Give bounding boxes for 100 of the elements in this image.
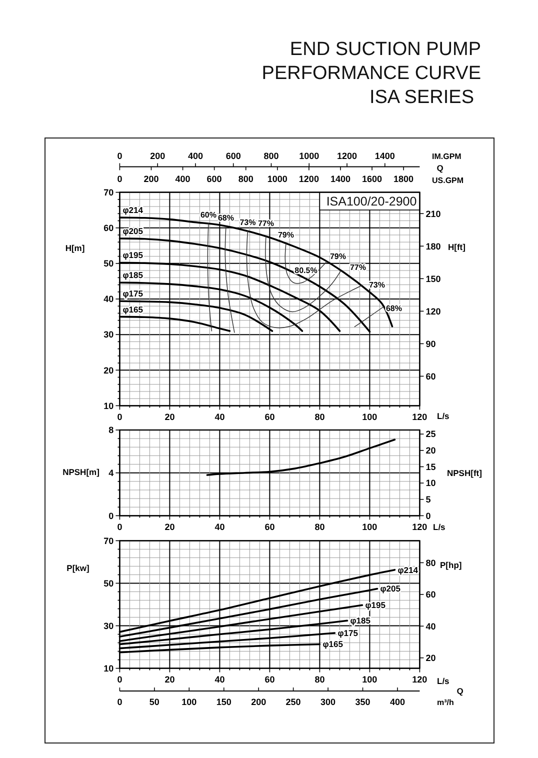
text: 0 — [117, 174, 122, 184]
y-tick-label: 70 — [104, 536, 114, 546]
text: 1200 — [298, 174, 319, 184]
series-label: φ185 — [122, 270, 144, 280]
x2-axis-title: IM.GPM — [432, 152, 462, 161]
x-tick-label: 100 — [362, 522, 378, 532]
x-tick-label: 20 — [164, 522, 175, 532]
text: 1800 — [394, 174, 414, 184]
x-tick-label: 0 — [117, 412, 122, 422]
x-axis-title: L/s — [437, 676, 450, 686]
y2-tick-label: 15 — [426, 462, 436, 472]
text: 800 — [238, 174, 254, 184]
x2-tick-label: 400 — [188, 150, 203, 161]
text: 1600 — [362, 174, 382, 184]
text: 1000 — [267, 174, 288, 184]
series-label: φ175 — [122, 288, 144, 299]
text: 1400 — [330, 174, 350, 184]
x2-tick-label: 400 — [390, 697, 405, 708]
series-label: φ205 — [380, 584, 401, 594]
y-tick-label: 50 — [104, 578, 114, 588]
y2-tick-label: 40 — [426, 621, 436, 632]
chart-title: END SUCTION PUMP PERFORMANCE CURVE — [262, 39, 481, 84]
x2-tick-label: 350 — [355, 697, 370, 708]
x-tick-label: 20 — [164, 412, 175, 422]
y2-tick-label: 10 — [426, 478, 436, 488]
x2-tick-label: 50 — [149, 697, 160, 708]
y-tick-label: 20 — [104, 365, 114, 376]
annotation: 68% — [386, 304, 402, 313]
x-tick-label: 60 — [264, 412, 275, 422]
x-tick-label: 80 — [314, 522, 325, 532]
series-label: φ214 — [122, 205, 144, 216]
y-tick-label: 40 — [104, 294, 114, 304]
series-label: φ165 — [122, 304, 144, 314]
y2-tick-label: 20 — [426, 653, 436, 663]
y-tick-label: 8 — [108, 425, 114, 436]
x-tick-label: 0 — [117, 674, 122, 684]
text: 200 — [144, 174, 159, 184]
series-label: 73% — [240, 218, 256, 228]
y-tick-label: 50 — [104, 258, 114, 269]
y-tick-label: 0 — [108, 510, 114, 521]
line-series — [207, 223, 212, 332]
x2-tick-label: 250 — [286, 697, 301, 708]
annotation: ISA100/20-2900 — [326, 194, 417, 208]
x-tick-label: 100 — [362, 674, 378, 684]
x2-tick-label: 1000 — [299, 150, 320, 161]
x-tick-label: 0 — [117, 522, 122, 532]
x-tick-label: 40 — [214, 674, 225, 684]
text: Q — [456, 686, 464, 696]
y2-tick-label: 5 — [426, 494, 431, 505]
text: Q — [436, 162, 444, 173]
x-tick-label: 80 — [314, 674, 325, 684]
series-label: 79% — [278, 230, 294, 240]
y2-tick-label: 120 — [426, 306, 441, 316]
text: 600 — [206, 174, 222, 184]
y-tick-label: 10 — [104, 663, 114, 674]
text: 400 — [175, 174, 190, 184]
y-tick-label: 60 — [104, 223, 114, 234]
y-axis-title: H[m] — [65, 242, 85, 253]
y2-tick-label: 210 — [426, 208, 441, 219]
y-tick-label: 30 — [104, 620, 114, 631]
line-series — [284, 243, 328, 284]
y2-tick-label: 80 — [426, 558, 436, 568]
y-axis-title: NPSH[m] — [62, 466, 100, 477]
y-axis-title: P[kw] — [66, 562, 90, 573]
x2-tick-label: 1400 — [374, 150, 395, 161]
x2-tick-label: 300 — [320, 697, 336, 708]
x2-axis-title: m³/h — [437, 698, 454, 707]
x2-tick-label: 0 — [117, 697, 122, 708]
x2-tick-label: 200 — [251, 697, 266, 708]
x-tick-label: 120 — [412, 674, 428, 684]
annotation: 77% — [350, 263, 366, 272]
y2-tick-label: 25 — [426, 429, 436, 440]
y2-tick-label: 0 — [426, 510, 431, 521]
x-axis-title: L/s — [433, 522, 446, 532]
y2-tick-label: 60 — [426, 371, 436, 382]
x-tick-label: 40 — [214, 412, 225, 422]
x-tick-label: 120 — [412, 522, 428, 532]
y2-tick-label: 180 — [426, 241, 441, 252]
x-tick-label: 20 — [164, 674, 175, 684]
annotation: 80.5% — [294, 266, 318, 275]
annotation: 79% — [330, 252, 346, 261]
y-tick-label: 70 — [104, 187, 114, 198]
y2-tick-label: 90 — [426, 338, 436, 349]
x2-tick-label: 1200 — [336, 150, 358, 161]
series-label: φ214 — [398, 564, 418, 575]
y2-axis-title: H[ft] — [448, 242, 466, 252]
text: US.GPM — [432, 176, 464, 185]
y2-axis-title: NPSH[ft] — [447, 468, 482, 478]
y2-tick-label: 20 — [426, 446, 436, 456]
x-tick-label: 60 — [264, 522, 275, 532]
line-series — [224, 226, 235, 333]
series-label: φ205 — [122, 226, 144, 236]
series-label: φ195 — [122, 250, 144, 260]
x2-tick-label: 800 — [264, 150, 279, 161]
series-label: φ175 — [338, 628, 358, 638]
x-tick-label: 100 — [362, 412, 378, 422]
x2-tick-label: 150 — [216, 697, 232, 708]
x-tick-label: 120 — [412, 412, 428, 422]
x-tick-label: 80 — [314, 412, 325, 422]
x2-tick-label: 0 — [117, 150, 122, 161]
